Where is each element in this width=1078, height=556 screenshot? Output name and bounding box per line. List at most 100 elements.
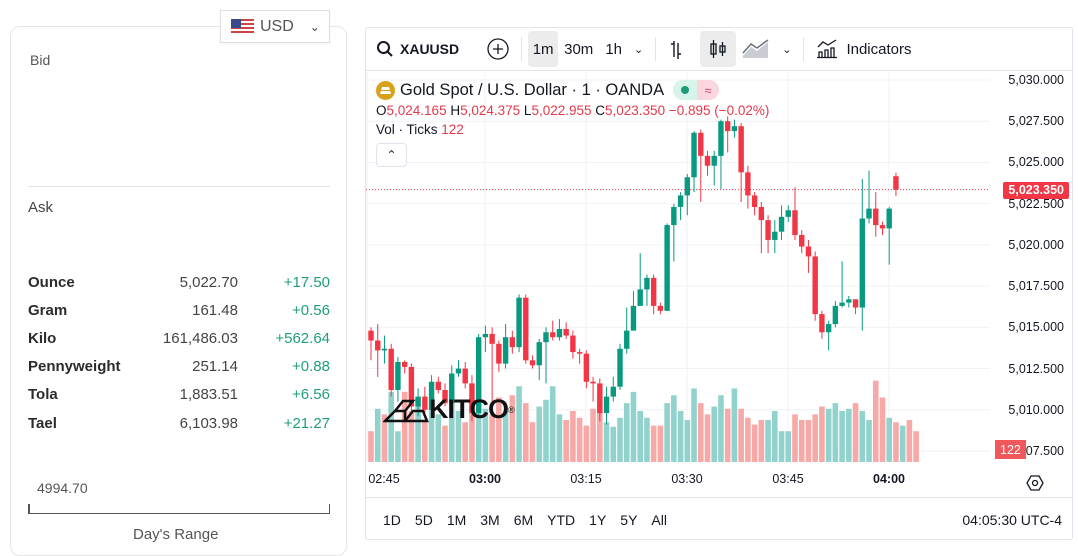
price-tick: 5,015.000 [1008,320,1064,335]
unit-name: Gram [28,301,68,319]
unit-row: Gram 161.48 +0.56 [28,296,330,324]
unit-change: +21.27 [283,414,330,432]
range-button-3m[interactable]: 3M [480,511,500,528]
unit-change: +0.88 [292,358,330,376]
time-axis[interactable]: 02:45 03:00 03:15 03:30 03:45 04:00 [366,472,990,494]
time-tick: 03:30 [671,472,703,486]
range-button-1y[interactable]: 1Y [589,511,607,528]
price-tick: 5,012.500 [1008,361,1064,376]
range-button-1d[interactable]: 1D [383,511,401,528]
range-bar-bottom: 1D 5D 1M 3M 6M YTD 1Y 5Y All 04:05:30 UTC-4 [366,497,1072,539]
range-button-ytd[interactable]: YTD [547,511,576,528]
separator [803,37,805,61]
symbol-search[interactable]: XAUUSD [376,40,459,58]
unit-row: Ounce 5,022.70 +17.50 [28,268,330,296]
settings-hexagon-icon[interactable] [1026,474,1044,492]
unit-value: 5,022.70 [179,273,238,291]
unit-change: +6.56 [292,386,330,404]
unit-value: 161.48 [192,301,238,319]
search-icon [377,41,393,57]
market-status-pill[interactable]: ≈ [673,80,720,100]
compare-button[interactable] [481,31,515,67]
unit-name: Pennyweight [28,358,121,376]
range-button-all[interactable]: All [651,511,667,528]
unit-change: +0.56 [292,301,330,319]
chart-title: Gold Spot / U.S. Dollar · 1 · OANDA [400,80,665,99]
range-bar [28,502,330,514]
candles-button[interactable] [700,31,737,67]
price-tick: 5,025.000 [1008,155,1064,170]
ohlc-values: O5,024.165 H5,024.375 L5,022.955 C5,023.… [376,103,770,118]
interval-dropdown[interactable]: ⌄ [628,31,649,67]
indicators-icon [817,39,838,59]
interval-1m[interactable]: 1m [528,31,559,67]
unit-row: Kilo 161,486.03 +562.64 [28,324,330,352]
unit-prices-table: Ounce 5,022.70 +17.50 Gram 161.48 +0.56 Kilo… [28,268,330,437]
separator [655,37,657,61]
unit-name: Ounce [28,273,75,291]
indicators-label: Indicators [846,40,912,58]
interval-30m[interactable]: 30m [564,40,594,58]
interval-1h[interactable]: 1h [605,40,622,58]
style-dropdown[interactable]: ⌄ [776,31,797,67]
unit-row: Tola 1,883.51 +6.56 [28,381,330,409]
unit-value: 1,883.51 [179,386,238,404]
range-label: Day's Range [133,526,219,543]
collapse-legend-button[interactable]: ⌃ [376,143,407,167]
price-axis[interactable]: 5,030.000 5,027.500 5,025.000 5,022.500 5,02… [992,72,1072,482]
unit-name: Tael [28,414,57,432]
chevron-up-icon: ⌃ [386,148,397,162]
kitco-watermark: KITCO ® [383,394,515,425]
time-tick: 04:00 [873,472,905,486]
range-button-1m[interactable]: 1M [446,511,467,528]
range-button-5y[interactable]: 5Y [620,511,638,528]
last-price-tag: 5,023.350 [1003,181,1069,199]
chart-legend: Gold Spot / U.S. Dollar · 1 · OANDA ≈ O5… [376,80,769,167]
unit-row: Pennyweight 251.14 +0.88 [28,353,330,381]
price-tick: 5,022.500 [1008,196,1064,211]
chevron-down-icon: ⌄ [634,43,644,56]
unit-value: 6,103.98 [179,414,238,432]
area-style-button[interactable] [736,31,776,67]
chart-widget: XAUUSD 1m 30m 1h ⌄ ⌄ Indicators Gold Spo [365,27,1073,540]
candles-icon [710,40,726,58]
unit-change: +562.64 [275,329,330,347]
market-open-dot-icon [673,80,698,100]
gold-bar-icon [376,80,395,100]
price-tick: 5,010.000 [1008,402,1064,417]
clock-timezone[interactable]: 04:05:30 UTC-4 [962,511,1062,528]
unit-row: Tael 6,103.98 +21.27 [28,409,330,437]
time-tick: 02:45 [368,472,400,486]
bar-style-button[interactable] [662,31,694,67]
unit-name: Tola [28,386,58,404]
time-tick: 03:15 [570,472,602,486]
chevron-down-icon: ⌄ [309,19,320,34]
volume-legend: Vol · Ticks 122 [376,122,464,137]
symbol-label: XAUUSD [400,41,460,57]
bars-icon [671,41,682,59]
kitco-logo-icon [383,399,429,422]
price-tick: 5,017.500 [1008,279,1064,294]
price-tick: 5,027.500 [1008,114,1064,129]
range-low: 4994.70 [37,480,88,496]
unit-value: 161,486.03 [162,329,238,347]
last-volume-tag: 122 [995,440,1026,459]
currency-selector[interactable]: USD ⌄ [220,10,330,43]
us-flag-icon [231,18,254,35]
unit-name: Kilo [28,329,57,347]
range-button-5d[interactable]: 5D [414,511,433,528]
delayed-data-icon: ≈ [697,80,720,100]
chart-toolbar: XAUUSD 1m 30m 1h ⌄ ⌄ Indicators [366,28,1072,71]
divider [28,186,330,187]
unit-change: +17.50 [283,273,330,291]
currency-label: USD [260,17,294,35]
time-tick: 03:00 [469,472,501,486]
candlestick-plot[interactable] [366,72,990,462]
indicators-button[interactable]: Indicators [810,31,917,67]
range-button-6m[interactable]: 6M [513,511,534,528]
area-chart-icon [742,39,769,58]
separator [521,37,523,61]
plus-circle-icon [487,38,509,60]
price-tick: 5,030.000 [1008,73,1064,87]
quote-card [10,26,347,556]
